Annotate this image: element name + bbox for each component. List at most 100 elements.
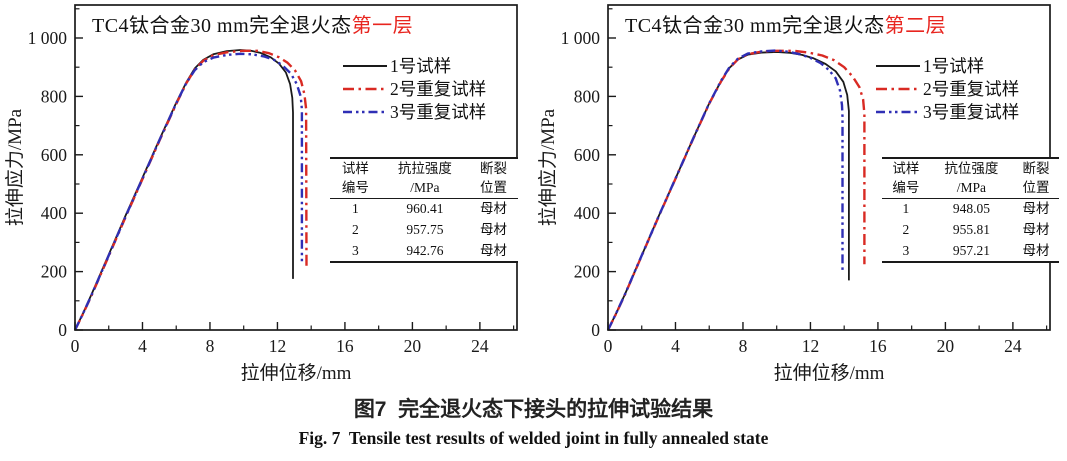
x-tick-label: 24: [471, 336, 489, 356]
cell-strength: 957.21: [952, 242, 990, 258]
legend-line-dashdot-icon: [876, 87, 920, 90]
figure-caption-english: Fig. 7 Tensile test results of welded jo…: [298, 428, 769, 448]
chart-second-layer: 0 4 8 12 16 20 24 0 200 400 600 800 1 000 拉伸位移/mm 拉伸应力…: [533, 0, 1067, 386]
legend-label: 1号试样: [923, 56, 985, 76]
cell-fracture: 母材: [1022, 201, 1050, 217]
x-tick-label: 20: [937, 336, 955, 356]
series-1-curve: [607, 51, 850, 331]
chart-title-main: TC4钛合金30 mm完全退火态: [625, 15, 885, 37]
x-tick-label: 20: [404, 336, 422, 356]
legend-label: 3号重复试样: [923, 102, 1020, 122]
cell-specimen: 3: [352, 242, 359, 258]
x-tick-label: 4: [671, 336, 680, 356]
series-3-curve: [606, 49, 844, 331]
charts-row: 0 4 8 12 16 20 24 0 200 400 600 800 1 000 拉伸位移/mm 拉伸应力…: [0, 0, 1067, 386]
cell-specimen: 3: [902, 242, 910, 258]
chart-title-main: TC4钛合金30 mm完全退火态: [92, 15, 352, 37]
cell-specimen: 2: [902, 221, 910, 237]
legend-item-sample2: 2号重复试样: [875, 77, 1019, 100]
legend-item-sample3: 3号重复试样: [342, 100, 486, 123]
y-tick-label: 0: [591, 320, 600, 340]
legend-line-dashdot-icon: [343, 87, 387, 90]
y-tick-label: 800: [574, 86, 601, 106]
x-tick-label: 12: [269, 336, 287, 356]
y-axis-label: 拉伸应力/MPa: [537, 108, 559, 226]
cell-fracture: 母材: [480, 242, 508, 258]
x-tick-label: 4: [138, 336, 147, 356]
chart-title-first-layer: TC4钛合金30 mm完全退火态第一层: [92, 9, 413, 38]
table-header-specimen: 试样 编号: [341, 161, 369, 195]
y-axis-label: 拉伸应力/MPa: [4, 108, 26, 226]
legend-label: 3号重复试样: [390, 102, 487, 122]
x-tick-label: 8: [206, 336, 215, 356]
chart-first-layer: 0 4 8 12 16 20 24 0 200 400 600 800 1 000 拉伸位移/mm 拉伸应力…: [0, 0, 533, 386]
table-row: 2 955.81 母材: [882, 220, 1059, 241]
legend-first-layer: 1号试样 2号重复试样 3号重复试样: [342, 54, 486, 123]
figure-caption-chinese: 图7 完全退火态下接头的拉伸试验结果: [353, 398, 714, 421]
table-header-strength: 抗位强度/MPa: [944, 161, 999, 195]
legend-line-solid-icon: [876, 64, 920, 67]
strength-table-first-layer: 试样 编号 抗拉强度/MPa 断裂 位置 1 960.41 母材 2 957.75 母材 3…: [330, 157, 518, 264]
legend-line-dashdotdot-icon: [343, 110, 387, 113]
cell-strength: 942.76: [406, 242, 444, 258]
series-2-curve: [606, 49, 866, 331]
legend-second-layer: 1号试样 2号重复试样 3号重复试样: [875, 54, 1019, 123]
x-tick-label: 8: [739, 336, 748, 356]
cell-strength: 955.81: [952, 221, 990, 237]
legend-label: 1号试样: [390, 56, 452, 76]
table-row: 1 960.41 母材: [330, 199, 518, 220]
chart-title-layer-highlight: 第二层: [884, 15, 947, 37]
table-header-fracture: 断裂 位置: [480, 161, 508, 195]
cell-fracture: 母材: [480, 221, 508, 237]
x-axis-label: 拉伸位移/mm: [241, 362, 352, 384]
legend-item-sample1: 1号试样: [342, 54, 486, 77]
y-tick-label: 400: [41, 203, 68, 223]
strength-table-second-layer: 试样 编号 抗位强度/MPa 断裂 位置 1 948.05 母材 2 955.81 母材 3…: [882, 157, 1059, 264]
series-1-curve: [74, 49, 294, 331]
cell-strength: 960.41: [406, 201, 444, 217]
x-tick-label: 16: [869, 336, 887, 356]
legend-line-dashdotdot-icon: [876, 110, 920, 113]
chart-title-second-layer: TC4钛合金30 mm完全退火态第二层: [625, 9, 946, 38]
cell-specimen: 1: [352, 201, 359, 217]
cell-specimen: 1: [902, 201, 910, 217]
y-tick-label: 0: [58, 320, 67, 340]
y-tick-label: 600: [41, 145, 68, 165]
cell-fracture: 母材: [480, 201, 508, 217]
y-tick-label: 800: [41, 86, 68, 106]
chart-title-layer-highlight: 第一层: [351, 15, 414, 37]
cell-fracture: 母材: [1022, 221, 1050, 237]
legend-line-solid-icon: [343, 64, 387, 67]
legend-item-sample3: 3号重复试样: [875, 100, 1019, 123]
series-2-curve: [73, 49, 308, 331]
x-axis-label: 拉伸位移/mm: [774, 362, 885, 384]
series-3-curve: [73, 52, 304, 331]
y-tick-label: 200: [574, 262, 601, 282]
cell-fracture: 母材: [1022, 242, 1050, 258]
x-tick-label: 12: [802, 336, 820, 356]
legend-item-sample1: 1号试样: [875, 54, 1019, 77]
cell-strength: 948.05: [952, 201, 990, 217]
x-tick-label: 0: [71, 336, 80, 356]
x-tick-label: 16: [336, 336, 354, 356]
table-header-fracture: 断裂 位置: [1022, 161, 1050, 195]
cell-strength: 957.75: [406, 221, 444, 237]
table-row: 3 942.76 母材: [330, 241, 518, 263]
y-tick-label: 600: [574, 145, 601, 165]
x-tick-label: 24: [1004, 336, 1022, 356]
x-tick-label: 0: [604, 336, 613, 356]
y-tick-label: 400: [574, 203, 601, 223]
table-header-specimen: 试样 编号: [892, 161, 920, 195]
y-tick-label: 1 000: [561, 28, 601, 48]
legend-label: 2号重复试样: [923, 79, 1020, 99]
table-row: 1 948.05 母材: [882, 199, 1059, 220]
cell-specimen: 2: [352, 221, 359, 237]
y-tick-label: 200: [41, 262, 68, 282]
table-row: 3 957.21 母材: [882, 241, 1059, 263]
legend-item-sample2: 2号重复试样: [342, 77, 486, 100]
table-row: 2 957.75 母材: [330, 220, 518, 241]
y-tick-label: 1 000: [28, 28, 68, 48]
table-header-strength: 抗拉强度/MPa: [397, 161, 452, 195]
legend-label: 2号重复试样: [390, 79, 487, 99]
